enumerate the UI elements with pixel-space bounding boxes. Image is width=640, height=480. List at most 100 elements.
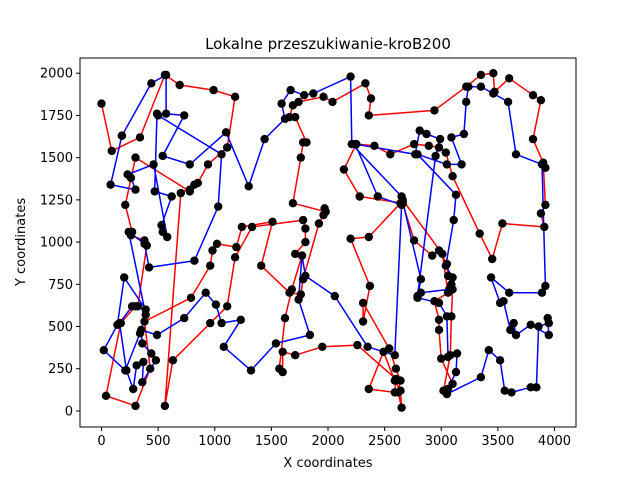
city-point	[351, 139, 360, 149]
city-point	[476, 373, 486, 382]
city-point	[287, 285, 296, 294]
city-point	[457, 160, 466, 169]
city-point	[507, 388, 516, 397]
city-point	[442, 312, 452, 321]
city-point	[280, 313, 290, 323]
city-point	[298, 215, 308, 225]
city-point	[246, 366, 256, 375]
city-point	[149, 160, 158, 169]
city-point	[129, 384, 138, 394]
city-point	[221, 128, 231, 137]
city-point	[397, 403, 406, 412]
city-point	[291, 351, 300, 360]
city-point	[346, 234, 355, 243]
y-tick-label: 500	[48, 320, 73, 335]
city-point	[286, 85, 295, 95]
x-tick-label: 4000	[538, 434, 571, 449]
city-point	[353, 340, 362, 350]
city-point	[528, 91, 538, 100]
city-point	[505, 288, 514, 297]
y-axis-ticks: 0 250 500 750 1000 1250 1500 1750 2000	[40, 67, 80, 419]
city-point	[451, 190, 461, 199]
city-point	[489, 69, 498, 78]
city-point	[288, 199, 298, 208]
city-point	[364, 384, 373, 394]
city-point	[161, 70, 171, 80]
city-point	[431, 151, 440, 161]
city-point	[318, 342, 327, 351]
city-point	[339, 165, 349, 174]
city-point	[536, 96, 546, 105]
city-point	[301, 271, 310, 281]
city-point	[260, 134, 269, 144]
city-point	[476, 70, 486, 80]
city-point	[203, 160, 213, 169]
city-point	[217, 150, 226, 159]
city-point	[416, 275, 426, 284]
city-point	[244, 182, 253, 191]
city-point	[445, 285, 454, 294]
city-point	[442, 389, 452, 399]
city-point	[168, 356, 178, 365]
city-point	[511, 150, 521, 159]
city-point	[484, 346, 493, 355]
city-point	[434, 325, 444, 335]
city-point	[532, 383, 541, 392]
city-point	[452, 349, 462, 358]
city-point	[397, 200, 406, 210]
city-point	[152, 109, 162, 118]
x-tick-label: 2500	[368, 434, 401, 449]
city-point	[464, 82, 473, 91]
city-point	[106, 180, 115, 189]
city-point	[135, 329, 145, 338]
city-point	[364, 111, 373, 120]
city-point	[447, 133, 456, 142]
city-point	[495, 298, 505, 308]
city-point	[217, 318, 226, 328]
city-point	[247, 222, 257, 232]
y-tick-label: 2000	[40, 67, 73, 82]
city-point	[127, 302, 137, 311]
city-point	[541, 281, 550, 291]
city-point	[500, 386, 509, 395]
city-point	[237, 222, 247, 232]
city-point	[121, 200, 130, 210]
city-point	[150, 187, 159, 196]
city-point	[503, 97, 513, 107]
city-point	[438, 249, 447, 259]
city-point	[214, 202, 223, 211]
city-point	[511, 330, 521, 340]
x-axis-ticks: 0 500 1000 1500 2000 2500 3000 3500 4000	[97, 427, 571, 449]
city-point	[305, 330, 315, 340]
city-point	[379, 347, 388, 356]
city-point	[131, 153, 140, 162]
x-tick-label: 3500	[481, 434, 514, 449]
city-point	[297, 251, 307, 260]
city-point	[219, 342, 228, 351]
city-point	[390, 351, 399, 360]
city-point	[180, 313, 189, 323]
city-point	[411, 150, 420, 159]
city-point	[277, 99, 286, 108]
city-point	[257, 261, 266, 270]
city-point	[101, 391, 111, 400]
city-point	[541, 200, 550, 210]
city-point	[139, 357, 148, 367]
city-point	[138, 378, 147, 387]
chart-title: Lokalne przeszukiwanie-kroB200	[205, 35, 451, 53]
city-point	[462, 97, 471, 107]
city-point	[185, 160, 194, 169]
city-point	[113, 320, 122, 329]
city-point	[391, 374, 401, 384]
city-point	[544, 330, 553, 340]
city-point	[537, 160, 547, 169]
city-point	[278, 347, 287, 356]
city-point	[147, 79, 156, 88]
city-point	[296, 153, 305, 162]
city-point	[391, 364, 401, 373]
city-point	[236, 315, 245, 324]
city-point	[365, 281, 375, 291]
city-point	[448, 172, 457, 181]
city-point	[180, 111, 189, 120]
